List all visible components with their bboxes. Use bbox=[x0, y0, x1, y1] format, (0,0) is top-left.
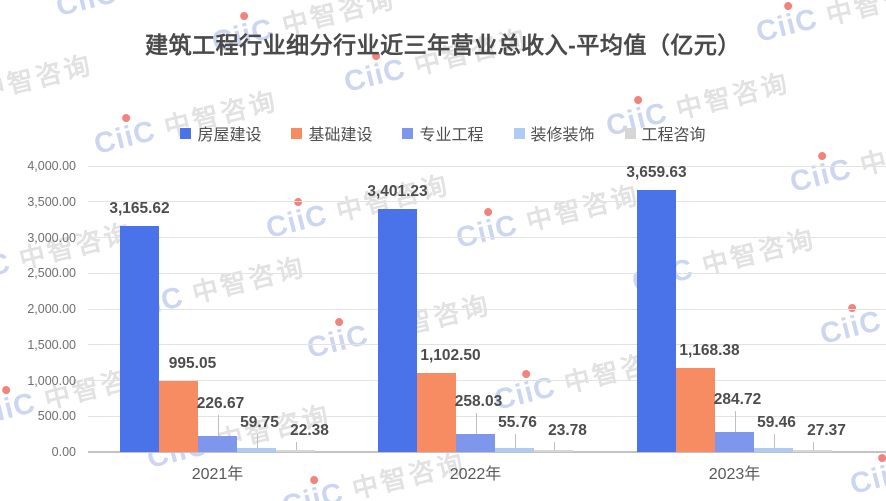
gridline bbox=[88, 344, 886, 346]
label-leader-line bbox=[734, 410, 736, 432]
gridline bbox=[88, 201, 886, 203]
data-label: 23.78 bbox=[548, 422, 587, 440]
bar-工程咨询-2021年[interactable] bbox=[276, 450, 315, 452]
data-label: 3,659.63 bbox=[626, 164, 687, 182]
x-axis-label-2021年: 2021年 bbox=[191, 466, 244, 483]
data-label: 995.05 bbox=[168, 354, 217, 372]
watermark-brand: 中智咨询 bbox=[123, 0, 243, 5]
x-axis-line bbox=[88, 451, 886, 453]
gridline bbox=[88, 272, 886, 274]
x-axis-label-2023年: 2023年 bbox=[708, 466, 761, 483]
y-axis-tick-label: 4,000.00 bbox=[27, 159, 76, 173]
bar-装修装饰-2021年[interactable] bbox=[237, 447, 276, 452]
label-leader-line bbox=[475, 412, 477, 434]
gridline bbox=[88, 308, 886, 310]
watermark-dot-icon bbox=[309, 475, 319, 485]
plot-area: 3,165.62 995.05 226.67 59.75 22.38 3,401.23 1,… bbox=[88, 164, 886, 453]
bar-基础建设-2021年[interactable] bbox=[159, 380, 198, 452]
y-axis-tick-label: 2,000.00 bbox=[27, 302, 76, 316]
watermark-dot-icon bbox=[877, 453, 886, 463]
data-label: 284.72 bbox=[713, 390, 762, 408]
legend-label: 装修装饰 bbox=[530, 127, 595, 144]
legend: 房屋建设 基础建设 专业工程 装修装饰 工程咨询 bbox=[0, 121, 886, 145]
watermark-dot-icon bbox=[239, 11, 249, 21]
bar-专业工程-2021年[interactable] bbox=[198, 435, 237, 452]
gridline bbox=[88, 165, 886, 167]
bar-装修装饰-2023年[interactable] bbox=[754, 447, 793, 452]
bar-基础建设-2023年[interactable] bbox=[676, 368, 715, 452]
bar-工程咨询-2023年[interactable] bbox=[793, 450, 832, 452]
bar-基础建设-2022年[interactable] bbox=[417, 373, 456, 452]
watermark-dot-icon bbox=[783, 1, 793, 11]
label-leader-line bbox=[773, 433, 775, 448]
data-label: 27.37 bbox=[807, 422, 846, 440]
watermark-dot-icon bbox=[817, 151, 827, 161]
y-axis-tick-label: 3,500.00 bbox=[27, 194, 76, 209]
legend-item-1[interactable]: 基础建设 bbox=[291, 121, 372, 145]
bar-房屋建设-2023年[interactable] bbox=[637, 190, 676, 452]
watermark-brand: 中智咨询 bbox=[673, 67, 793, 125]
bar-装修装饰-2022年[interactable] bbox=[495, 448, 534, 452]
legend-label: 专业工程 bbox=[419, 127, 484, 144]
label-leader-line bbox=[256, 433, 258, 448]
watermark-dot-icon bbox=[633, 95, 643, 105]
gridline bbox=[88, 237, 886, 238]
data-label: 1,168.38 bbox=[679, 342, 740, 360]
legend-item-4[interactable]: 工程咨询 bbox=[624, 121, 706, 145]
label-leader-line bbox=[553, 442, 555, 451]
legend-label: 基础建设 bbox=[308, 127, 373, 144]
y-axis-tick-label: 1,500.00 bbox=[27, 337, 76, 352]
data-label: 55.76 bbox=[498, 414, 537, 431]
y-axis-tick-label: 0.00 bbox=[51, 445, 76, 459]
legend-marker-icon bbox=[291, 127, 303, 139]
bar-专业工程-2023年[interactable] bbox=[715, 431, 754, 452]
legend-item-3[interactable]: 装修装饰 bbox=[513, 121, 595, 145]
legend-label: 工程咨询 bbox=[641, 127, 706, 144]
legend-marker-icon bbox=[180, 127, 192, 139]
legend-item-2[interactable]: 专业工程 bbox=[402, 121, 484, 145]
label-leader-line bbox=[217, 414, 219, 436]
legend-label: 房屋建设 bbox=[197, 127, 262, 144]
data-label: 1,102.50 bbox=[420, 347, 481, 365]
y-axis-tick-label: 2,500.00 bbox=[27, 266, 76, 281]
data-label: 59.46 bbox=[757, 413, 796, 431]
x-axis-label-2022年: 2022年 bbox=[449, 466, 502, 483]
data-label: 22.38 bbox=[290, 422, 329, 440]
legend-marker-icon bbox=[624, 127, 636, 139]
bar-房屋建设-2021年[interactable] bbox=[120, 225, 159, 452]
data-label: 226.67 bbox=[196, 394, 245, 412]
gridline bbox=[88, 415, 886, 417]
data-label: 59.75 bbox=[240, 413, 279, 431]
legend-marker-icon bbox=[513, 127, 525, 139]
chart-title: 建筑工程行业细分行业近三年营业总收入-平均值（亿元） bbox=[145, 32, 741, 58]
data-label: 3,165.62 bbox=[109, 199, 170, 217]
watermark-logo: CiiC bbox=[53, 0, 121, 23]
data-label: 258.03 bbox=[454, 392, 503, 410]
label-leader-line bbox=[295, 442, 297, 451]
y-axis-tick-label: 1,000.00 bbox=[27, 373, 76, 388]
legend-marker-icon bbox=[402, 127, 414, 139]
bar-工程咨询-2022年[interactable] bbox=[534, 450, 573, 452]
gridline bbox=[88, 380, 886, 381]
bar-房屋建设-2022年[interactable] bbox=[378, 208, 417, 452]
y-axis-tick-label: 3,000.00 bbox=[27, 230, 76, 245]
label-leader-line bbox=[812, 442, 814, 451]
bar-专业工程-2022年[interactable] bbox=[456, 433, 495, 452]
label-leader-line bbox=[514, 434, 516, 448]
watermark-logo: CiiC bbox=[846, 453, 886, 501]
y-axis-tick-label: 500.00 bbox=[37, 409, 76, 424]
watermark-logo: CiiC bbox=[278, 475, 347, 501]
legend-item-0[interactable]: 房屋建设 bbox=[180, 121, 261, 145]
data-label: 3,401.23 bbox=[367, 182, 428, 200]
